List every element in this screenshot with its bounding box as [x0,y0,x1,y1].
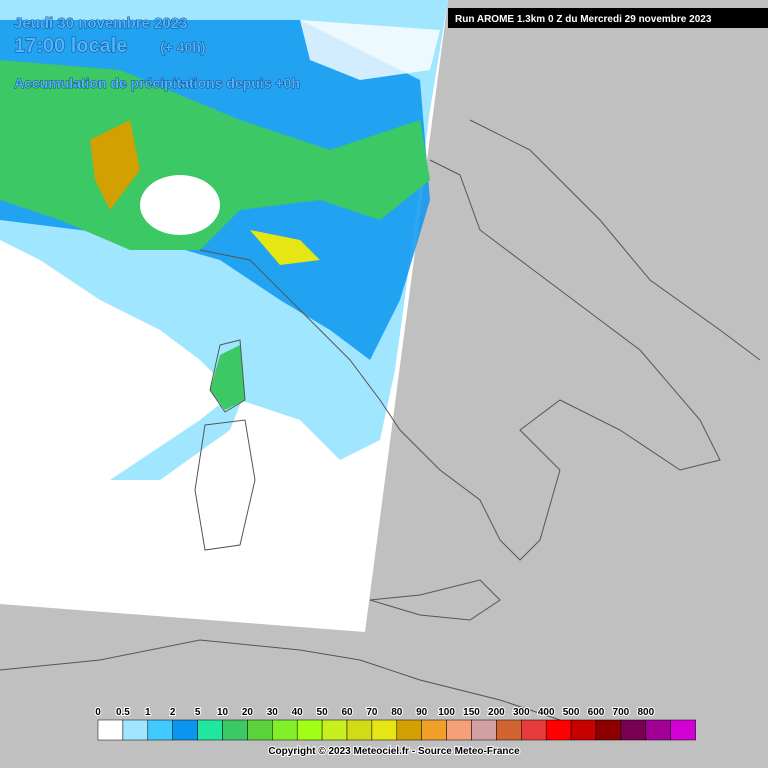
corsica [210,345,245,410]
dry-area [140,175,220,235]
legend-swatch [496,719,522,741]
legend-label: 1 [145,707,151,718]
sicily [369,579,501,621]
legend-swatch [122,719,149,741]
balkan-coast [469,119,761,361]
legend-swatch [670,719,696,741]
legend-label: 0.5 [116,707,130,718]
legend-label: 40 [292,707,304,718]
legend-label: 60 [341,707,353,718]
legend-label: 400 [538,707,555,718]
islands [194,339,256,551]
legend-label: 0 [95,707,101,718]
precip-intense [90,120,140,210]
legend-swatch [521,719,547,741]
legend-label: 50 [317,707,329,718]
legend-swatch [222,719,248,741]
legend: 0 0.5 1 2 5 10 20 30 40 50 60 70 80 90 100 150 200 300 400… [94,706,696,741]
legend-swatch [396,719,422,741]
legend-swatch [147,719,173,741]
legend-label: 100 [438,707,455,718]
legend-swatch [421,719,447,741]
legend-swatch [197,719,223,741]
legend-label: 600 [588,707,605,718]
legend-swatch [172,719,198,741]
legend-swatch [346,719,373,741]
run: Run AROME 1.3km 0 Z du Mercredi 29 novem… [455,14,712,25]
legend-swatch [595,719,622,741]
run-bar [448,8,768,28]
legend-label: 800 [637,707,654,718]
legend-swatch [97,719,124,741]
legend-swatch [545,719,572,741]
legend-label: 80 [391,707,403,718]
legend-label: 10 [217,707,229,718]
legend-swatch [321,719,348,741]
legend-swatch [247,719,273,741]
legend-label: 30 [267,707,279,718]
lead: (+ 40h) [160,39,206,55]
legend-swatch [570,719,597,741]
alps-dry [300,20,440,80]
legend-label: 90 [416,707,428,718]
legend-swatch [296,719,323,741]
africa-coast [0,639,561,721]
date: Jeudi 30 novembre 2023 [14,15,187,32]
legend-swatch [371,719,398,741]
precip-band [110,380,250,480]
legend-label: 300 [513,707,530,718]
time: 17:00 locale [14,35,127,57]
legend-swatch [471,719,497,741]
legend-swatch [446,719,472,741]
italy-coast [199,159,721,561]
precip-intense [250,230,320,265]
legend-label: 200 [488,707,505,718]
legend-swatch [645,719,671,741]
legend-label: 700 [613,707,630,718]
legend-label: 70 [366,707,378,718]
legend-label: 150 [463,707,480,718]
legend-swatch [620,719,647,741]
legend-label: 500 [563,707,580,718]
subtitle: Accumulation de précipitations depuis +0… [14,75,300,91]
legend-label: 20 [242,707,254,718]
legend-label: 2 [170,707,176,718]
legend-swatch [272,719,298,741]
copyright: Copyright © 2023 Meteociel.fr - Source M… [268,746,520,757]
legend-label: 5 [195,707,201,718]
